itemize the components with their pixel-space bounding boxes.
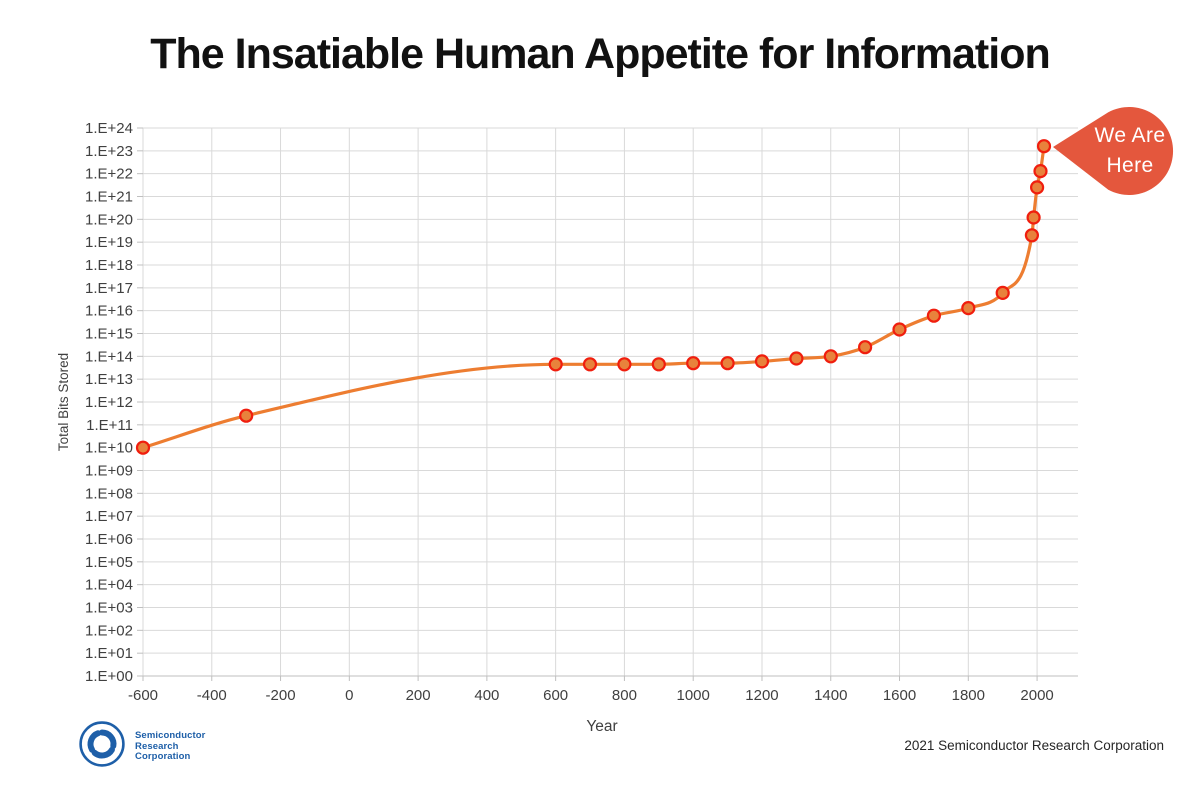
src-logo-text: Semiconductor Research Corporation bbox=[135, 720, 205, 763]
y-tick-label: 1.E+07 bbox=[85, 508, 133, 525]
data-point bbox=[1033, 164, 1048, 179]
data-point bbox=[1029, 180, 1045, 195]
data-point bbox=[1024, 228, 1040, 243]
data-point bbox=[686, 356, 701, 371]
data-point bbox=[995, 285, 1010, 300]
y-tick-label: 1.E+02 bbox=[85, 622, 133, 639]
x-tick-label: 0 bbox=[345, 687, 353, 704]
y-tick-label: 1.E+22 bbox=[85, 166, 133, 183]
x-tick-label: 800 bbox=[612, 687, 637, 704]
logo-line-3: Corporation bbox=[135, 751, 191, 762]
data-series bbox=[135, 139, 1052, 455]
y-tick-label: 1.E+04 bbox=[85, 577, 133, 594]
y-tick-label: 1.E+09 bbox=[85, 463, 133, 480]
data-point bbox=[548, 357, 563, 372]
logo-line-2: Research bbox=[135, 740, 179, 752]
data-point bbox=[1026, 210, 1041, 225]
data-point bbox=[720, 356, 735, 371]
y-tick-label: 1.E+05 bbox=[85, 554, 133, 571]
x-axis-title: Year bbox=[586, 718, 617, 735]
data-point bbox=[754, 354, 770, 369]
x-tick-label: 1800 bbox=[952, 687, 985, 704]
y-axis-title: Total Bits Stored bbox=[56, 353, 71, 451]
x-tick-label: -200 bbox=[266, 687, 296, 704]
axis-tick-labels: 1.E+00 1.E+01 1.E+02 1.E+03 1.E+04 1.E+05 1.E+… bbox=[85, 120, 1054, 704]
src-logo: Semiconductor Research Corporation bbox=[78, 720, 205, 768]
src-logo-icon bbox=[79, 721, 125, 767]
y-tick-label: 1.E+10 bbox=[85, 440, 133, 457]
data-point bbox=[926, 308, 942, 323]
data-point bbox=[135, 440, 151, 455]
data-point bbox=[823, 349, 838, 364]
x-tick-label: -400 bbox=[197, 687, 227, 704]
we-are-here-callout-shape bbox=[1053, 106, 1174, 195]
callout-line-2: Here bbox=[1106, 154, 1154, 177]
y-tick-label: 1.E+20 bbox=[85, 211, 133, 228]
we-are-here-callout-label: We Are Here bbox=[1082, 121, 1178, 181]
x-tick-label: 1200 bbox=[745, 687, 778, 704]
data-point bbox=[892, 322, 907, 337]
x-tick-label: -600 bbox=[128, 687, 158, 704]
data-point bbox=[789, 351, 804, 366]
y-tick-label: 1.E+00 bbox=[85, 668, 133, 685]
x-tick-label: 2000 bbox=[1020, 687, 1053, 704]
y-tick-label: 1.E+06 bbox=[85, 531, 133, 548]
data-point bbox=[239, 408, 254, 423]
y-tick-label: 1.E+12 bbox=[85, 394, 133, 411]
y-tick-label: 1.E+03 bbox=[85, 600, 133, 617]
data-point bbox=[651, 357, 666, 372]
data-point bbox=[617, 357, 632, 372]
data-point bbox=[1036, 139, 1052, 154]
y-tick-label: 1.E+19 bbox=[85, 234, 133, 251]
y-tick-label: 1.E+16 bbox=[85, 303, 133, 320]
y-tick-label: 1.E+01 bbox=[85, 645, 133, 662]
y-tick-label: 1.E+11 bbox=[86, 417, 133, 434]
x-tick-label: 1000 bbox=[677, 687, 710, 704]
data-point bbox=[582, 357, 598, 372]
y-tick-label: 1.E+17 bbox=[85, 280, 133, 297]
page-title: The Insatiable Human Appetite for Inform… bbox=[150, 30, 1050, 78]
y-tick-label: 1.E+13 bbox=[85, 371, 133, 388]
y-tick-label: 1.E+14 bbox=[85, 348, 133, 365]
x-tick-label: 200 bbox=[406, 687, 431, 704]
copyright-text: 2021 Semiconductor Research Corporation bbox=[904, 738, 1164, 753]
gridlines bbox=[142, 127, 1078, 677]
y-tick-label: 1.E+24 bbox=[85, 120, 133, 137]
x-tick-label: 1600 bbox=[883, 687, 916, 704]
x-tick-label: 1400 bbox=[814, 687, 847, 704]
y-tick-label: 1.E+15 bbox=[85, 326, 133, 343]
callout-line-1: We Are bbox=[1094, 124, 1166, 147]
y-tick-label: 1.E+23 bbox=[85, 143, 133, 160]
axes bbox=[137, 127, 1078, 681]
y-tick-label: 1.E+08 bbox=[85, 485, 133, 502]
y-tick-label: 1.E+18 bbox=[85, 257, 133, 274]
x-tick-label: 400 bbox=[474, 687, 499, 704]
y-tick-label: 1.E+21 bbox=[85, 189, 133, 206]
x-tick-label: 600 bbox=[543, 687, 568, 704]
logo-line-1: Semiconductor bbox=[135, 730, 206, 741]
data-point bbox=[857, 340, 873, 355]
data-point bbox=[961, 301, 976, 316]
